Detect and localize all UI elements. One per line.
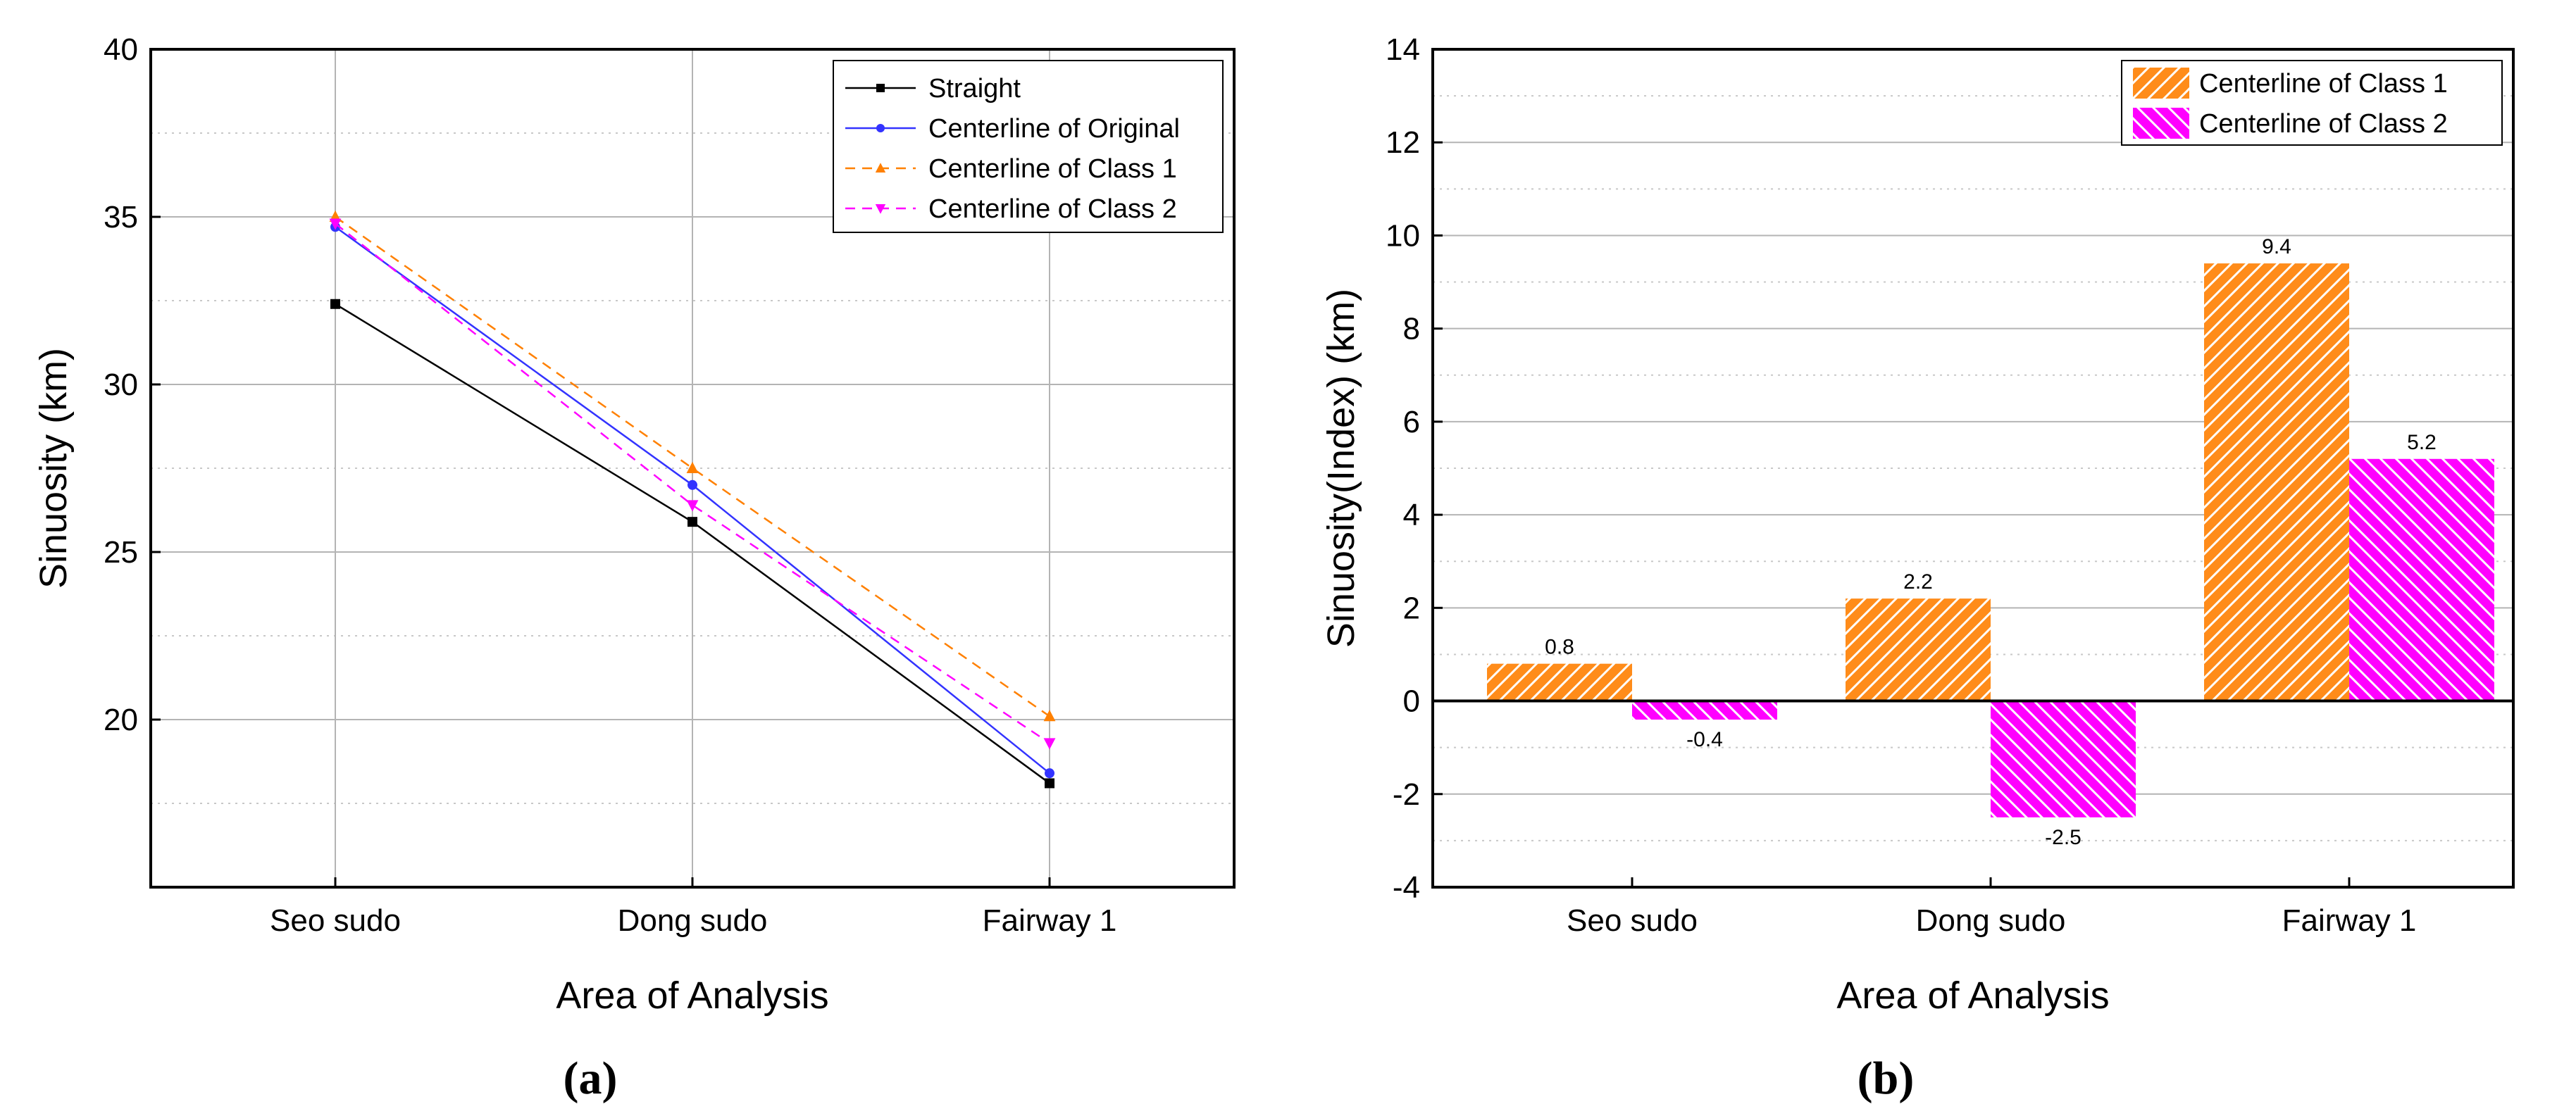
- chart-b-bars: [1487, 263, 2494, 817]
- chart-b-bar: [1846, 598, 1991, 701]
- chart-a-data-point: [1043, 710, 1056, 722]
- chart-a-data-point: [329, 218, 342, 230]
- line-chart-panel-a: 20 25 30 35 40 Seo sudo Dong sudo Fairway 1 Str…: [32, 32, 1236, 1104]
- chart-b-x-axis-title: Area of Analysis: [1836, 974, 2109, 1017]
- chart-a-data-point: [330, 299, 340, 309]
- chart-a-x-axis-title: Area of Analysis: [556, 974, 828, 1017]
- chart-b-legend-items: Centerline of Class 1 Centerline of Class…: [2133, 68, 2448, 139]
- chart-b-bar-label: -0.4: [1686, 728, 1723, 751]
- chart-b-data-labels: 0.8 2.2 9.4 -0.4 -2.5 5.2: [1545, 235, 2437, 849]
- chart-a-legend-marker: [875, 204, 886, 214]
- chart-a-legend-item: Centerline of Class 1: [845, 154, 1177, 184]
- chart-b-x-tick-label: Seo sudo: [1567, 903, 1698, 938]
- chart-a-legend-item: Centerline of Class 2: [845, 194, 1177, 224]
- chart-b-x-tick-label: Fairway 1: [2282, 903, 2417, 938]
- chart-a-data-point: [687, 479, 697, 490]
- chart-b-y-tick-label: 2: [1403, 591, 1420, 625]
- chart-b-y-tick-label: 8: [1403, 312, 1420, 346]
- panel-label-a: (a): [564, 1053, 618, 1104]
- chart-b-bar-label: 9.4: [2262, 235, 2291, 258]
- chart-b-bar: [1632, 701, 1777, 720]
- bar-chart-panel-b: -4 -2 0 2 4 6 8 10 12 14 Seo sudo Dong sudo Fairway …: [1320, 32, 2515, 1104]
- chart-b-legend: Centerline of Class 1 Centerline of Class…: [2121, 60, 2503, 146]
- chart-b-bar-label: -2.5: [2045, 826, 2082, 849]
- chart-b-legend-item: Centerline of Class 2: [2133, 108, 2448, 139]
- chart-a-data-point: [1045, 778, 1054, 789]
- chart-b-bar-label: 0.8: [1545, 636, 1574, 659]
- chart-b-bar: [2204, 263, 2349, 701]
- chart-a-legend-label: Centerline of Class 1: [928, 154, 1177, 184]
- chart-a-legend-marker: [876, 124, 885, 132]
- chart-a-y-tick-label: 35: [104, 200, 138, 234]
- chart-b-y-tick-label: 12: [1386, 125, 1420, 160]
- chart-b-y-tick-label: 10: [1386, 218, 1420, 253]
- chart-b-bar-label: 2.2: [1903, 570, 1933, 594]
- chart-b-y-tick-label: 4: [1403, 498, 1420, 532]
- chart-b-y-tick-label: 14: [1386, 32, 1420, 67]
- chart-b-y-tick-label: -4: [1393, 870, 1420, 905]
- chart-a-legend-marker: [875, 163, 886, 173]
- panel-label-b: (b): [1858, 1053, 1915, 1104]
- chart-a-series-4: [329, 218, 1056, 750]
- chart-a-y-axis-title: Sinuosity (km): [32, 348, 75, 589]
- chart-a-y-tick-label: 20: [104, 703, 138, 737]
- chart-b-y-axis-title: Sinuosity(Index) (km): [1320, 289, 1362, 648]
- chart-a-tick-labels: 20 25 30 35 40 Seo sudo Dong sudo Fairway 1: [104, 32, 1116, 938]
- chart-b-plot-frame: [1431, 48, 2515, 889]
- chart-b-x-tick-label: Dong sudo: [1916, 903, 2066, 938]
- chart-a-data-point: [1045, 768, 1054, 779]
- chart-a-x-tick-label: Seo sudo: [270, 903, 401, 938]
- chart-b-series-2: [1632, 458, 2494, 817]
- chart-b-bar-label: 5.2: [2407, 431, 2437, 454]
- chart-b-bar: [1487, 663, 1632, 701]
- chart-a-legend-box: [833, 60, 1224, 233]
- chart-a-legend-label: Centerline of Original: [928, 114, 1180, 144]
- chart-b-tick-labels: -4 -2 0 2 4 6 8 10 12 14 Seo sudo Dong sudo Fairway …: [1386, 32, 2416, 938]
- chart-a-legend-item: Centerline of Original: [845, 114, 1180, 144]
- chart-a-legend-marker: [876, 84, 885, 92]
- chart-b-y-tick-label: 0: [1403, 684, 1420, 719]
- chart-a-data-point: [686, 500, 699, 512]
- chart-a-data-point: [686, 461, 699, 473]
- chart-a-y-tick-label: 25: [104, 535, 138, 570]
- chart-a-data-point: [687, 517, 697, 527]
- chart-b-series-1: [1487, 263, 2349, 701]
- chart-a-legend-label: Straight: [928, 74, 1021, 104]
- chart-a-data-point: [1043, 738, 1056, 750]
- chart-a-series-1: [330, 299, 1054, 789]
- chart-b-legend-item: Centerline of Class 1: [2133, 68, 2448, 99]
- chart-b-y-tick-label: 6: [1403, 405, 1420, 439]
- chart-b-legend-label: Centerline of Class 1: [2199, 69, 2448, 99]
- chart-a-legend-label: Centerline of Class 2: [928, 194, 1177, 224]
- chart-b-bar: [1991, 701, 2136, 817]
- chart-a-y-tick-label: 40: [104, 32, 138, 67]
- chart-b-legend-label: Centerline of Class 2: [2199, 109, 2448, 139]
- chart-a-series: [329, 210, 1056, 789]
- chart-a-legend-item: Straight: [845, 74, 1021, 104]
- chart-b-bar: [2349, 458, 2494, 701]
- chart-b-y-tick-label: -2: [1393, 777, 1420, 812]
- chart-a-x-tick-label: Fairway 1: [983, 903, 1117, 938]
- chart-b-legend-swatch: [2133, 108, 2189, 139]
- chart-b-legend-swatch: [2133, 68, 2189, 99]
- chart-a-legend-items: Straight Centerline of Original Centerline…: [845, 74, 1180, 224]
- chart-a-y-tick-label: 30: [104, 368, 138, 402]
- chart-a-x-tick-label: Dong sudo: [618, 903, 768, 938]
- chart-a-legend: Straight Centerline of Original Centerline…: [833, 60, 1224, 233]
